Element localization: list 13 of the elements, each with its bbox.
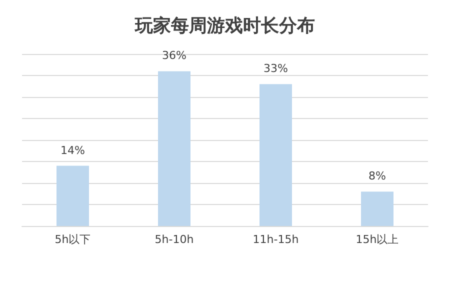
chart-title: 玩家每周游戏时长分布	[134, 16, 315, 36]
bar	[260, 84, 292, 226]
data-label: 8%	[368, 170, 386, 183]
x-tick-label: 5h-10h	[154, 233, 194, 246]
x-tick-label: 11h-15h	[252, 233, 299, 246]
bar	[56, 166, 89, 226]
x-tick-label: 5h以下	[54, 233, 91, 246]
bar	[361, 192, 394, 226]
bar	[158, 71, 190, 226]
data-label: 14%	[60, 144, 85, 157]
x-tick-label: 15h以上	[356, 233, 399, 246]
data-label: 36%	[162, 49, 186, 62]
data-label: 33%	[264, 62, 288, 76]
